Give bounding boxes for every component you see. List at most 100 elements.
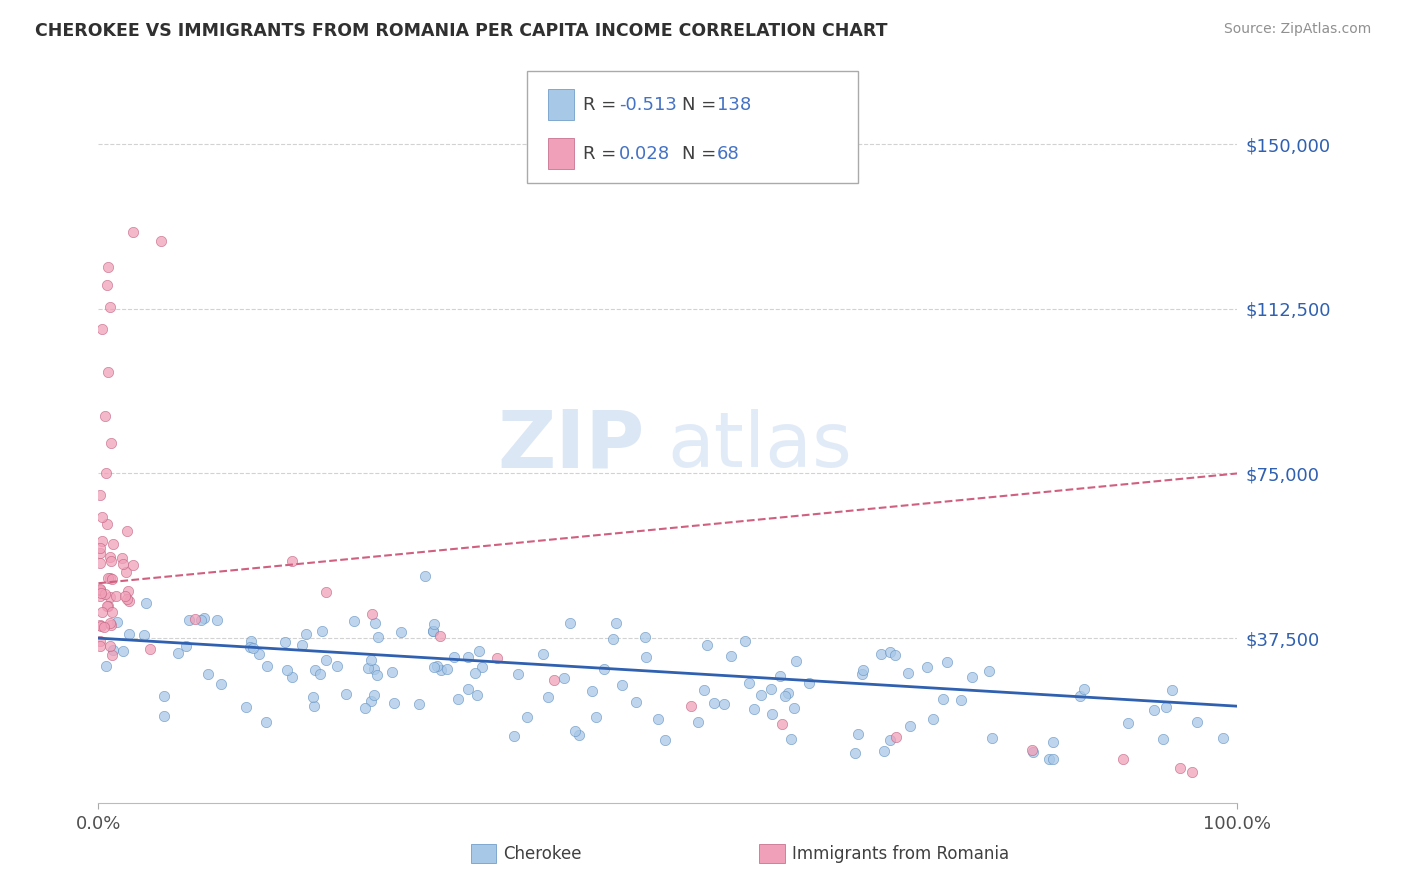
Point <box>274 635 297 649</box>
Point <box>780 732 803 747</box>
Text: Immigrants from Romania: Immigrants from Romania <box>792 845 1008 863</box>
Point <box>97 260 120 274</box>
Point <box>873 744 896 758</box>
Point <box>581 684 603 698</box>
Point <box>193 611 215 625</box>
Text: -0.513: -0.513 <box>619 95 676 114</box>
Point <box>89 617 111 632</box>
Point <box>239 640 262 654</box>
Point <box>89 488 111 502</box>
Point <box>879 645 901 659</box>
Point <box>443 650 465 665</box>
Point <box>696 638 718 652</box>
Point <box>115 566 138 580</box>
Point <box>335 687 357 701</box>
Point <box>382 696 405 710</box>
Point <box>851 667 873 681</box>
Point <box>247 647 270 661</box>
Point <box>100 615 122 630</box>
Point <box>634 650 657 665</box>
Point <box>932 692 955 706</box>
Point <box>89 541 111 555</box>
Point <box>190 613 212 627</box>
Point <box>256 658 278 673</box>
Point <box>585 710 607 724</box>
Point <box>626 695 648 709</box>
Point <box>1181 765 1204 780</box>
Point <box>97 599 120 613</box>
Point <box>468 643 491 657</box>
Point <box>543 673 565 687</box>
Point <box>464 665 486 680</box>
Point <box>89 582 111 597</box>
Point <box>1038 752 1060 766</box>
Point <box>612 678 634 692</box>
Point <box>1212 731 1234 746</box>
Point <box>1154 699 1177 714</box>
Point <box>91 605 114 619</box>
Text: R =: R = <box>583 95 623 114</box>
Point <box>89 556 111 570</box>
Point <box>89 639 111 653</box>
Point <box>311 624 333 639</box>
Point <box>360 607 382 621</box>
Point <box>922 712 945 726</box>
Point <box>852 663 875 677</box>
Point <box>389 624 412 639</box>
Point <box>111 551 134 566</box>
Point <box>679 699 702 714</box>
Text: N =: N = <box>682 95 721 114</box>
Point <box>98 549 121 564</box>
Point <box>122 225 145 239</box>
Point <box>97 366 120 380</box>
Point <box>281 670 304 684</box>
Point <box>353 701 375 715</box>
Point <box>114 590 136 604</box>
Point <box>1112 752 1135 766</box>
Point <box>1170 761 1192 775</box>
Text: 0.028: 0.028 <box>619 145 669 163</box>
Point <box>844 746 866 760</box>
Point <box>326 659 349 673</box>
Point <box>422 624 444 639</box>
Point <box>139 641 162 656</box>
Point <box>239 634 262 648</box>
Point <box>773 689 796 703</box>
Point <box>103 537 125 551</box>
Point <box>962 670 984 684</box>
Point <box>132 628 155 642</box>
Point <box>898 719 921 733</box>
Point <box>761 706 783 721</box>
Point <box>486 651 509 665</box>
Point <box>423 617 446 632</box>
Point <box>1152 732 1174 747</box>
Point <box>167 646 190 660</box>
Point <box>101 572 124 586</box>
Point <box>430 664 453 678</box>
Point <box>93 409 115 424</box>
Point <box>605 616 627 631</box>
Point <box>426 658 449 673</box>
Point <box>98 300 121 314</box>
Point <box>884 648 907 662</box>
Point <box>457 681 479 696</box>
Point <box>89 582 111 597</box>
Point <box>254 715 277 730</box>
Text: Cherokee: Cherokee <box>503 845 582 863</box>
Text: R =: R = <box>583 145 623 163</box>
Point <box>118 593 141 607</box>
Point <box>90 619 112 633</box>
Point <box>686 714 709 729</box>
Point <box>734 634 756 648</box>
Point <box>366 668 388 682</box>
Point <box>94 659 117 673</box>
Point <box>770 716 793 731</box>
Point <box>436 662 458 676</box>
Point <box>176 639 198 653</box>
Point <box>1116 715 1139 730</box>
Point <box>101 606 124 620</box>
Point <box>634 630 657 644</box>
Point <box>879 733 901 747</box>
Point <box>935 656 957 670</box>
Point <box>96 467 118 481</box>
